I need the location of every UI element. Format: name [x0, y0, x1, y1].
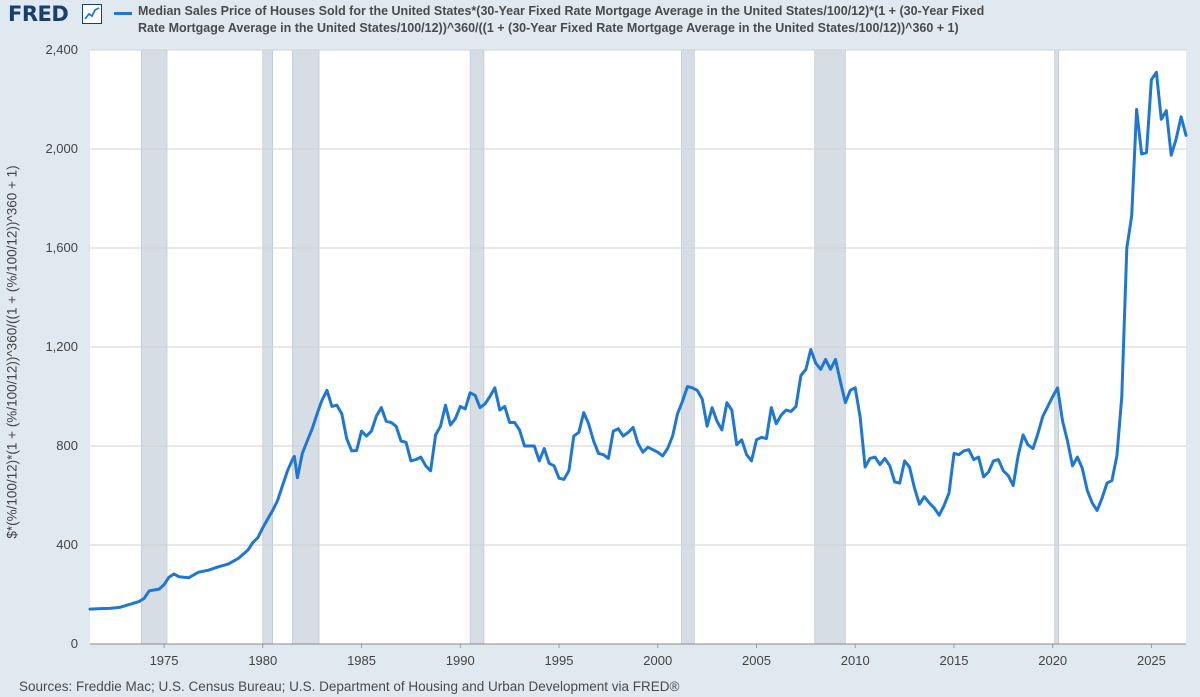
y-tick-label: 1,600 [45, 240, 78, 255]
x-tick-label: 2000 [643, 653, 672, 668]
y-tick-label: 1,200 [45, 339, 78, 354]
x-tick-label: 2020 [1038, 653, 1067, 668]
x-tick-label: 2025 [1137, 653, 1166, 668]
chart-trend-icon [82, 4, 102, 24]
x-tick-label: 1985 [347, 653, 376, 668]
y-tick-label: 400 [56, 537, 78, 552]
x-tick-label: 1980 [248, 653, 277, 668]
source-note: Sources: Freddie Mac; U.S. Census Bureau… [19, 679, 680, 694]
legend-swatch [114, 12, 132, 15]
x-tick-label: 2005 [742, 653, 771, 668]
y-tick-label: 2,400 [45, 42, 78, 57]
x-tick-label: 2015 [940, 653, 969, 668]
y-tick-label: 800 [56, 438, 78, 453]
x-tick-label: 1975 [150, 653, 179, 668]
y-tick-label: 2,000 [45, 141, 78, 156]
y-axis-label: $*(%/100/12)*(1 + (%/100/12))^360/((1 + … [4, 165, 20, 539]
x-tick-label: 1990 [446, 653, 475, 668]
chart-header: FRED Median Sales Price of Houses Sold f… [0, 0, 1200, 44]
series-line [88, 70, 1188, 611]
legend-series-label: Median Sales Price of Houses Sold for th… [138, 4, 985, 35]
x-tick-label: 1995 [545, 653, 574, 668]
fred-logo[interactable]: FRED [8, 2, 69, 26]
y-tick-label: 0 [71, 636, 78, 651]
x-tick-label: 2010 [841, 653, 870, 668]
